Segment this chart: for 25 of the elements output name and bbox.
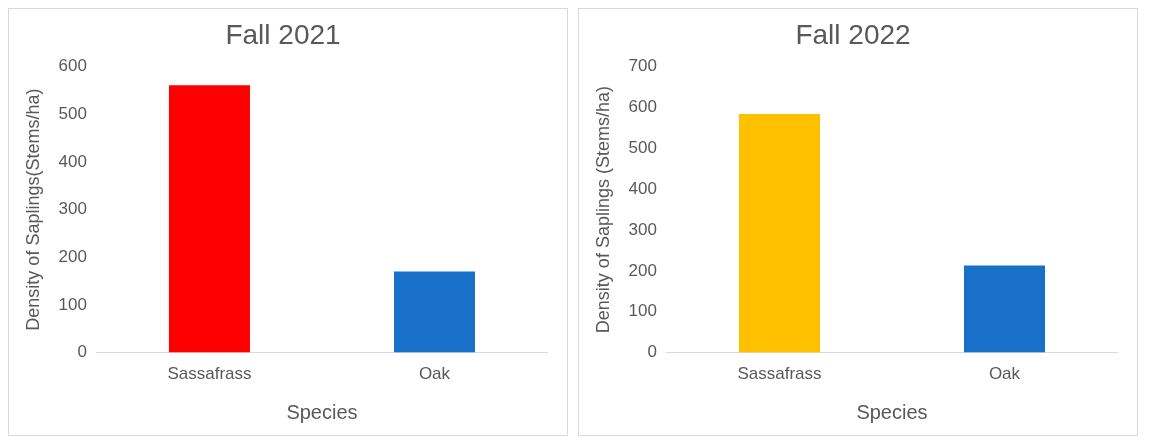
chart-title: Fall 2022 — [795, 18, 911, 50]
y-tick-label: 200 — [628, 260, 657, 280]
y-tick-label: 100 — [58, 294, 87, 314]
y-tick-label: 300 — [628, 219, 657, 239]
x-tick-label: Oak — [988, 364, 1021, 384]
y-tick-label: 600 — [628, 97, 657, 117]
y-tick-label: 300 — [58, 199, 87, 219]
y-tick-label: 0 — [77, 342, 87, 362]
x-tick-label: Sassafrass — [737, 364, 822, 384]
chart-title: Fall 2021 — [225, 18, 341, 50]
y-tick-label: 0 — [647, 342, 657, 362]
y-tick-label: 400 — [628, 178, 657, 198]
y-tick-label: 700 — [628, 56, 657, 76]
x-axis-title: Species — [286, 400, 358, 423]
y-tick-label: 500 — [628, 138, 657, 157]
x-tick-label: Oak — [418, 364, 451, 384]
y-tick-label: 500 — [58, 103, 87, 123]
x-tick-label: Sassafrass — [167, 364, 252, 384]
y-tick-label: 200 — [58, 246, 87, 266]
y-tick-label: 400 — [58, 151, 87, 171]
y-axis-title: Density of Saplings (Stems/ha) — [592, 86, 613, 334]
y-tick-label: 100 — [628, 301, 657, 321]
y-tick-label: 600 — [58, 56, 87, 76]
x-axis-title: Species — [856, 400, 928, 423]
y-axis-title: Density of Saplings(Stems/ha) — [22, 88, 43, 331]
